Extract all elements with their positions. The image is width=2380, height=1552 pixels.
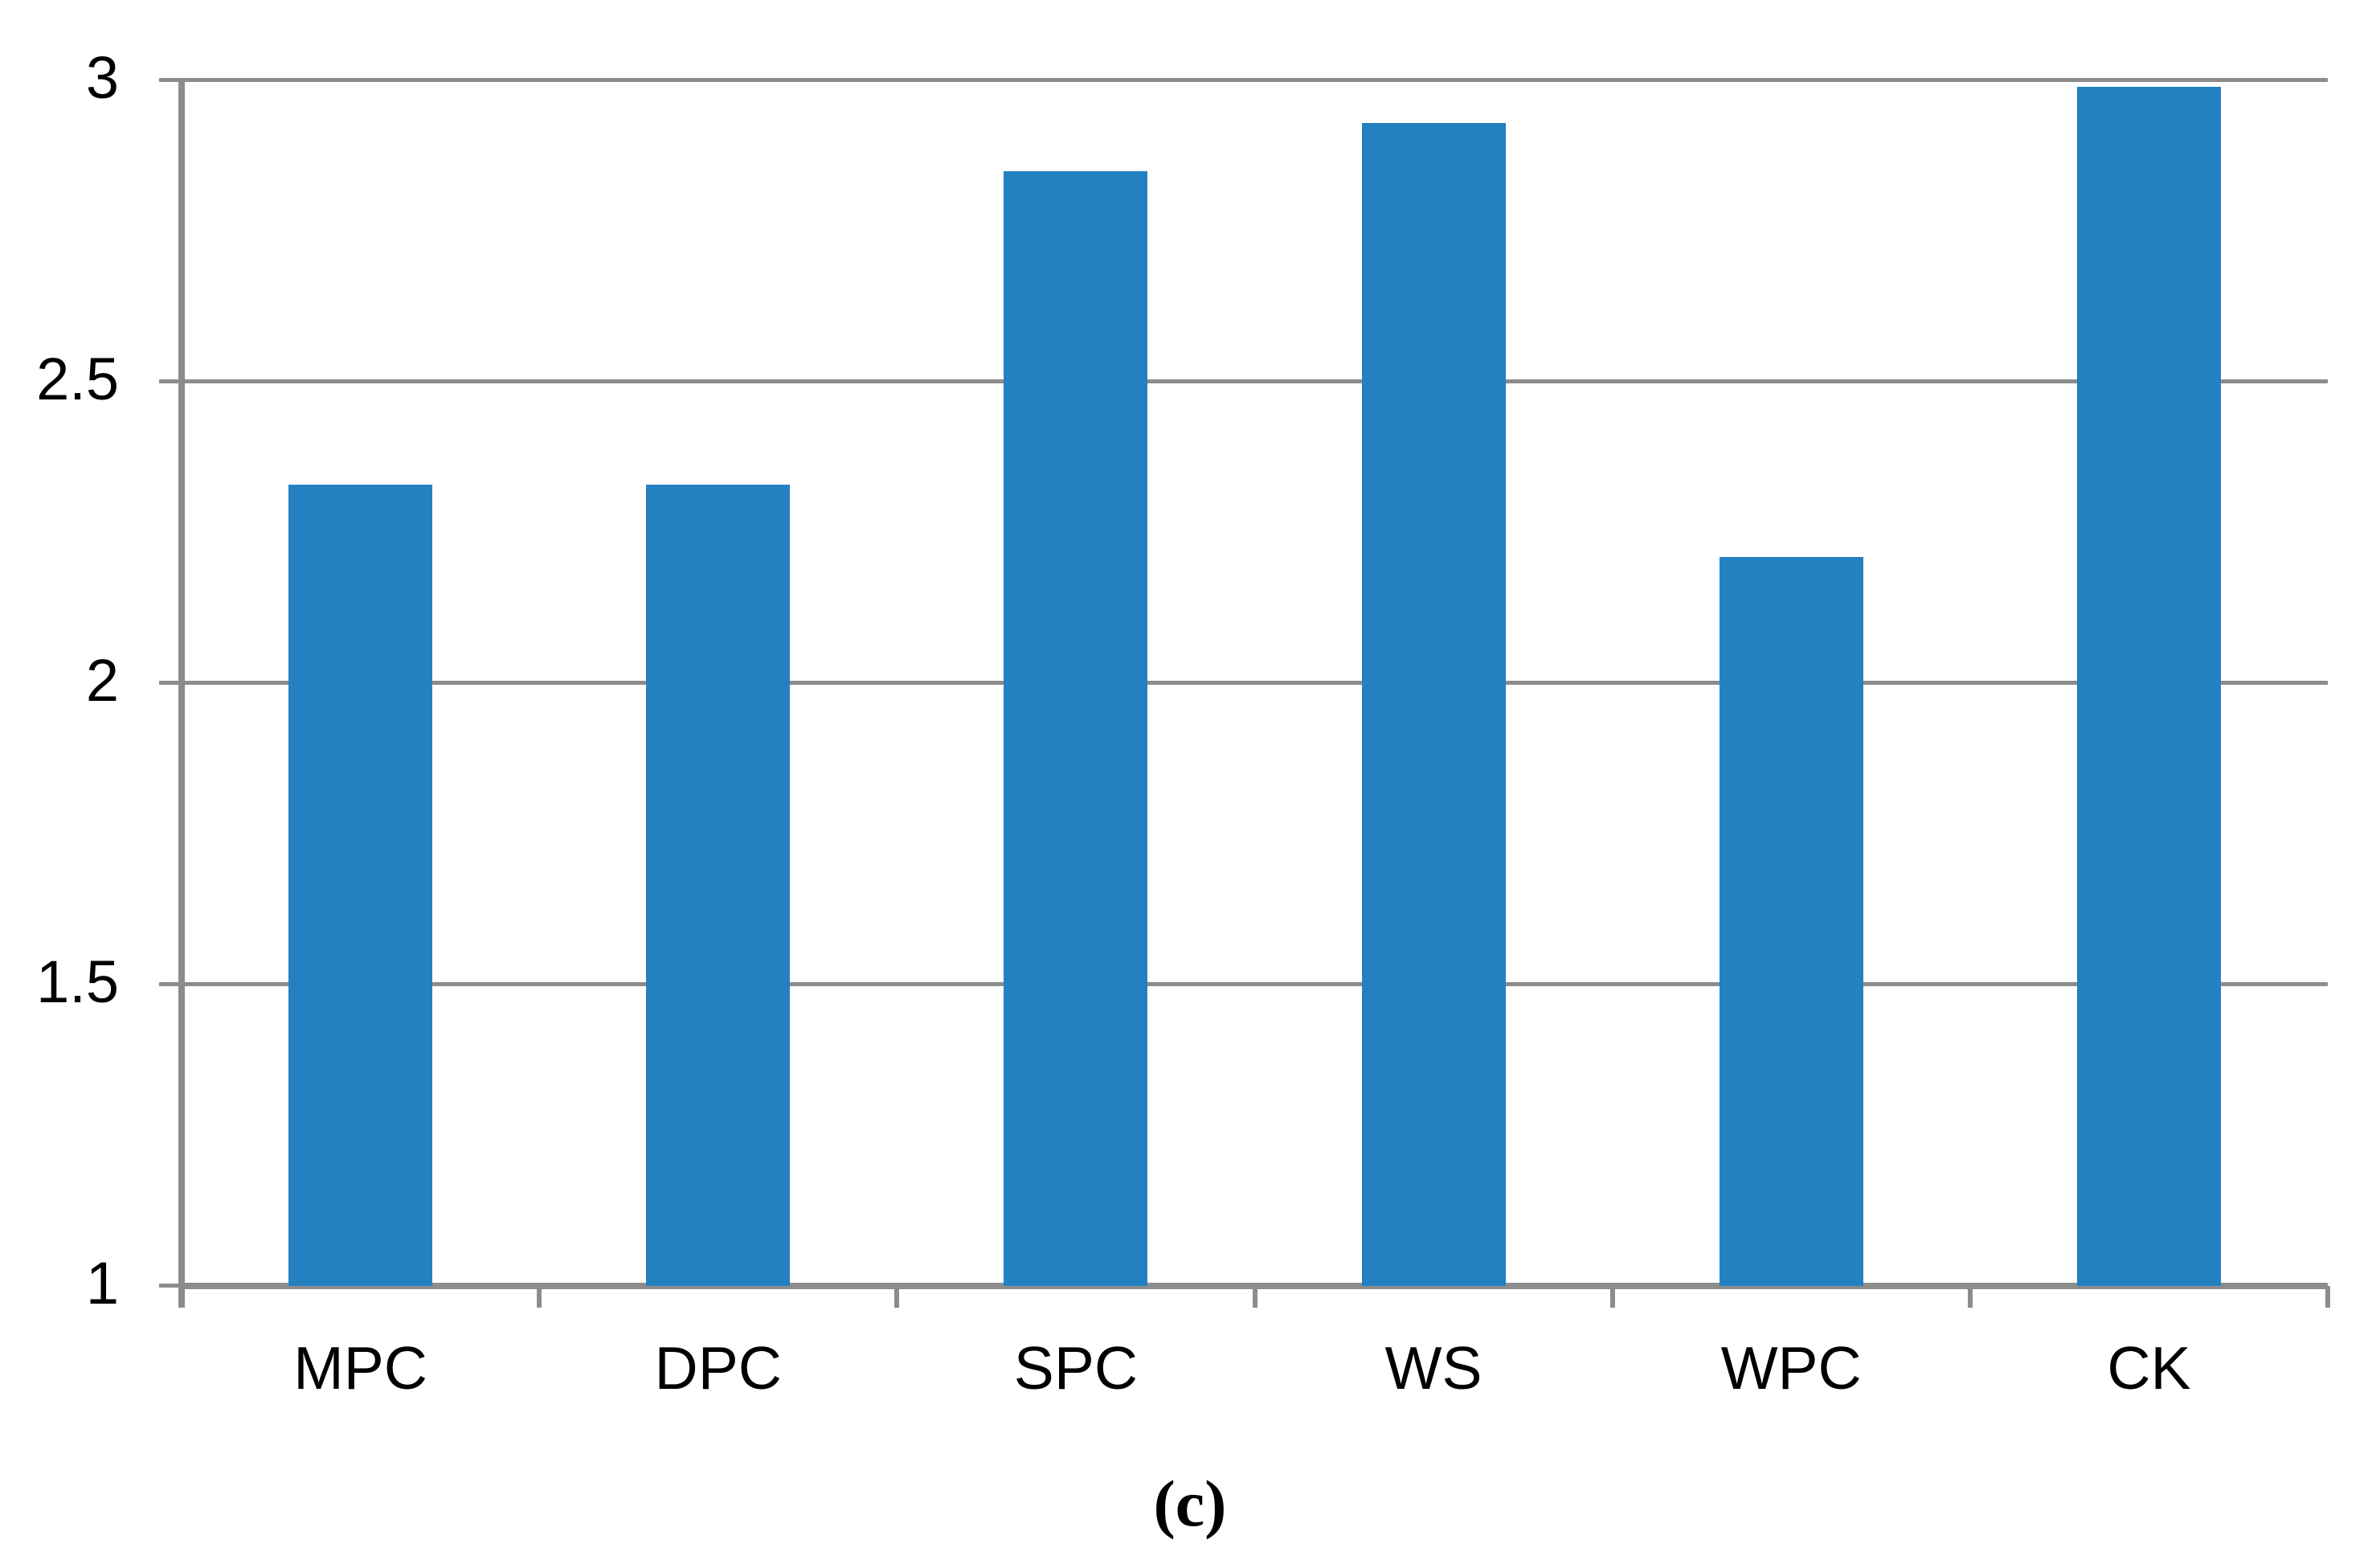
y-tick-mark: [159, 1284, 185, 1288]
x-tick-mark: [1967, 1286, 1973, 1308]
bar-ck: [2076, 86, 2221, 1286]
y-tick-mark: [159, 78, 185, 82]
y-axis-tick-label: 2.5: [36, 346, 119, 412]
x-axis-category-label: MPC: [293, 1334, 427, 1402]
y-axis-tick-label: 3: [85, 44, 119, 111]
bar-mpc: [288, 484, 433, 1286]
y-gridline: [182, 379, 2328, 383]
x-tick-mark: [1609, 1286, 1615, 1308]
bar-wpc: [1719, 556, 1863, 1286]
y-axis-line: [178, 78, 185, 1308]
x-axis-category-label: CK: [2107, 1334, 2191, 1402]
x-axis-category-label: WS: [1384, 1334, 1482, 1402]
x-tick-mark: [2325, 1286, 2330, 1308]
x-axis-category-label: DPC: [654, 1334, 782, 1402]
y-tick-mark: [159, 982, 185, 986]
x-tick-mark: [537, 1286, 542, 1308]
y-axis-tick-label: 1.5: [36, 948, 119, 1015]
y-axis-tick-label: 1: [85, 1250, 119, 1317]
x-axis-category-label: WPC: [1720, 1334, 1862, 1402]
bar-dpc: [646, 484, 791, 1286]
bar-spc: [1004, 170, 1148, 1286]
y-gridline: [182, 982, 2328, 986]
y-axis-tick-label: 2: [85, 647, 119, 714]
bar-ws: [1361, 122, 1506, 1286]
x-tick-mark: [1252, 1286, 1257, 1308]
chart-caption: (c): [1153, 1467, 1227, 1540]
y-gridline: [182, 681, 2328, 685]
x-tick-mark: [894, 1286, 900, 1308]
y-gridline: [182, 78, 2328, 82]
y-tick-mark: [159, 379, 185, 383]
x-axis-category-label: SPC: [1013, 1334, 1139, 1402]
y-tick-mark: [159, 681, 185, 685]
